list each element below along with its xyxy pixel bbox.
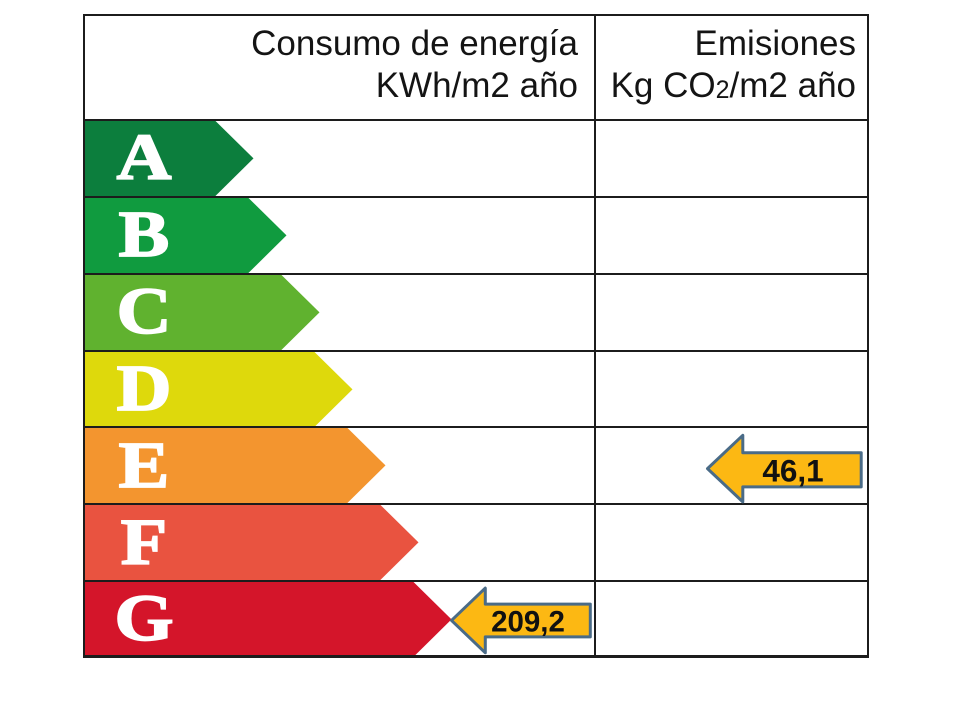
svg-text:209,2: 209,2 [491,606,565,639]
svg-text:46,1: 46,1 [762,453,823,489]
